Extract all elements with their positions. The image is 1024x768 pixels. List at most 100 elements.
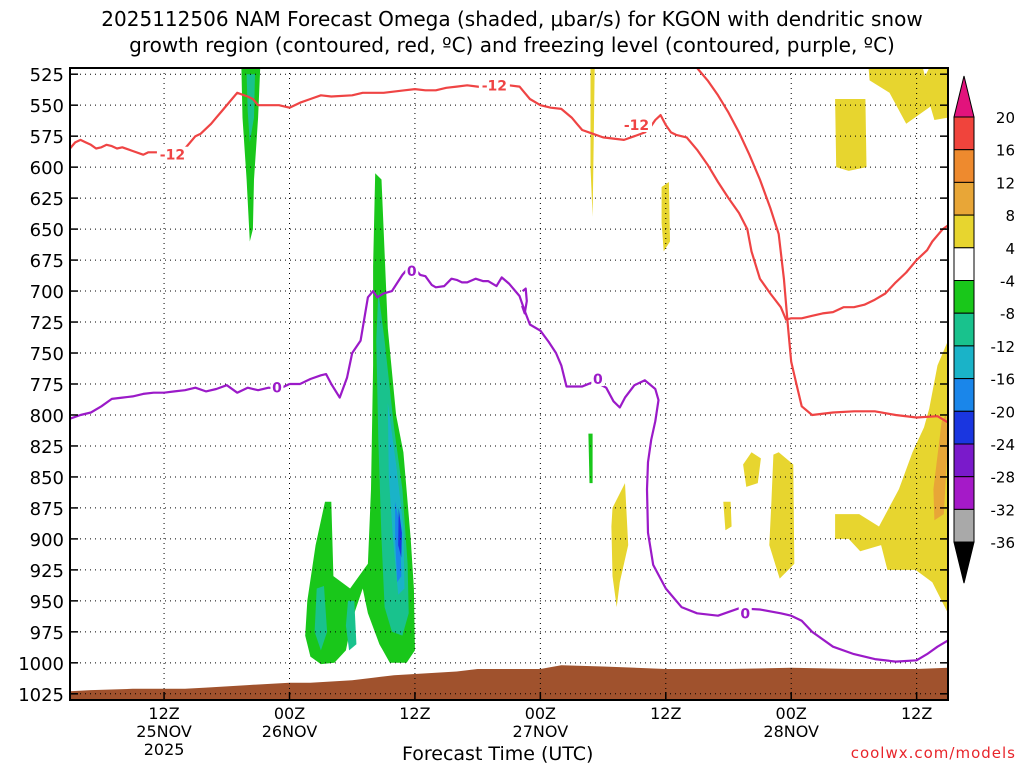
colorbar-label-5: -4 <box>1000 273 1015 291</box>
contour-label-3: 0 <box>272 381 282 397</box>
x-tick-label-30: 12Z <box>399 704 430 723</box>
contour-label-bg-1 <box>478 77 510 93</box>
colorbar-band-7 <box>953 345 975 380</box>
y-tick-label-850: 850 <box>30 468 64 489</box>
omega-region-17 <box>868 68 933 124</box>
colorbar-bottom-arrow <box>953 541 975 584</box>
colorbar-band-10 <box>953 443 975 478</box>
colorbar-band-0 <box>953 116 975 151</box>
omega-region-6 <box>398 507 402 558</box>
x-axis-label: Forecast Time (UTC) <box>402 743 594 765</box>
colorbar: 20 16 12 8 4 -4 -8 -12 -16 -20 -24 -28 -32 -36 <box>953 75 1016 584</box>
contour-label-6: 0 <box>740 606 750 622</box>
y-tick-label-875: 875 <box>30 499 64 520</box>
contour-label-bg-0 <box>156 146 188 162</box>
omega-region-8 <box>345 600 357 651</box>
contour-label-0: -12 <box>160 148 185 164</box>
omega-region-11 <box>661 182 670 252</box>
omega-region-7 <box>314 586 328 651</box>
y-tick-label-925: 925 <box>30 561 64 582</box>
contour-label-bg-6 <box>738 605 752 621</box>
colorbar-band-3 <box>953 214 975 249</box>
colorbar-band-11 <box>953 476 975 510</box>
colorbar-label-0: 20 <box>996 109 1015 127</box>
x-tick-date-18: 26NOV <box>262 722 318 741</box>
y-tick-label-550: 550 <box>30 96 64 117</box>
colorbar-label-9: -20 <box>991 403 1016 421</box>
colorbar-band-4 <box>953 247 975 282</box>
x-tick-label-66: 00Z <box>776 704 807 723</box>
contour-label-bg-4 <box>405 263 419 279</box>
contour-label-bg-3 <box>270 379 284 395</box>
colorbar-band-8 <box>953 378 975 412</box>
y-tick-label-800: 800 <box>30 406 64 427</box>
x-tick-label-54: 12Z <box>650 704 681 723</box>
x-tick-year-6: 2025 <box>144 740 185 759</box>
y-tick-label-600: 600 <box>30 158 64 179</box>
chart-title: 2025112506 NAM Forecast Omega (shaded, μ… <box>0 6 1024 58</box>
colorbar-label-13: -36 <box>991 534 1016 552</box>
contour-label-2: -12 <box>624 118 649 134</box>
x-tick-label-78: 12Z <box>901 704 932 723</box>
plot-area: -12 -12 -12 0 0 0 0 <box>70 68 948 700</box>
chart-title-line1: 2025112506 NAM Forecast Omega (shaded, μ… <box>101 7 923 31</box>
contour-label-4: 0 <box>407 264 417 280</box>
y-tick-label-1000: 1000 <box>18 654 64 675</box>
y-tick-label-700: 700 <box>30 282 64 303</box>
contour-zero-freezing <box>70 267 948 663</box>
y-tick-label-675: 675 <box>30 251 64 272</box>
terrain-fill <box>70 665 948 700</box>
y-tick-label-900: 900 <box>30 530 64 551</box>
y-tick-label-775: 775 <box>30 375 64 396</box>
y-tick-label-1025: 1025 <box>18 685 64 706</box>
colorbar-label-6: -8 <box>1000 305 1015 323</box>
y-tick-label-825: 825 <box>30 437 64 458</box>
contour-zero-small-loop <box>521 287 528 315</box>
contour-label-bg-5 <box>591 371 605 387</box>
omega-region-15 <box>769 452 795 579</box>
colorbar-band-6 <box>953 312 975 347</box>
colorbar-band-12 <box>953 508 975 543</box>
y-tick-label-975: 975 <box>30 623 64 644</box>
omega-region-0 <box>241 68 261 242</box>
credit-text: coolwx.com/models <box>850 744 1016 762</box>
colorbar-band-1 <box>953 149 975 183</box>
colorbar-label-2: 12 <box>996 174 1015 192</box>
x-tick-date-6: 25NOV <box>136 722 192 741</box>
y-tick-label-625: 625 <box>30 189 64 210</box>
x-tick-label-6: 12Z <box>148 704 179 723</box>
contour-minus12-lower <box>696 68 948 424</box>
colorbar-label-4: 4 <box>1005 240 1015 258</box>
colorbar-label-3: 8 <box>1005 207 1015 225</box>
colorbar-band-9 <box>953 410 975 445</box>
colorbar-label-11: -28 <box>991 469 1016 487</box>
colorbar-top-arrow <box>953 75 975 118</box>
y-tick-label-650: 650 <box>30 220 64 241</box>
omega-region-12 <box>611 483 629 608</box>
y-tick-label-725: 725 <box>30 313 64 334</box>
colorbar-label-12: -32 <box>991 501 1016 519</box>
x-tick-label-42: 00Z <box>525 704 556 723</box>
omega-region-16 <box>835 99 867 171</box>
omega-region-10 <box>590 68 595 217</box>
omega-region-5 <box>395 501 402 583</box>
colorbar-label-7: -12 <box>991 338 1016 356</box>
y-tick-label-525: 525 <box>30 65 64 86</box>
contour-label-bg-2 <box>621 117 653 133</box>
colorbar-label-10: -24 <box>991 436 1016 454</box>
y-tick-label-575: 575 <box>30 127 64 148</box>
chart-title-line2: growth region (contoured, red, ºC) and f… <box>129 33 895 57</box>
colorbar-label-8: -16 <box>991 371 1016 389</box>
plot-background <box>70 68 948 700</box>
contour-label-5: 0 <box>593 372 603 388</box>
x-tick-date-66: 28NOV <box>763 722 819 741</box>
omega-region-18 <box>922 68 948 120</box>
x-tick-label-18: 00Z <box>274 704 305 723</box>
y-tick-label-750: 750 <box>30 344 64 365</box>
contour-label-1: -12 <box>482 78 507 94</box>
x-tick-date-42: 27NOV <box>513 722 569 741</box>
omega-region-13 <box>723 501 732 531</box>
omega-region-14 <box>743 452 761 487</box>
omega-region-1 <box>246 74 255 143</box>
